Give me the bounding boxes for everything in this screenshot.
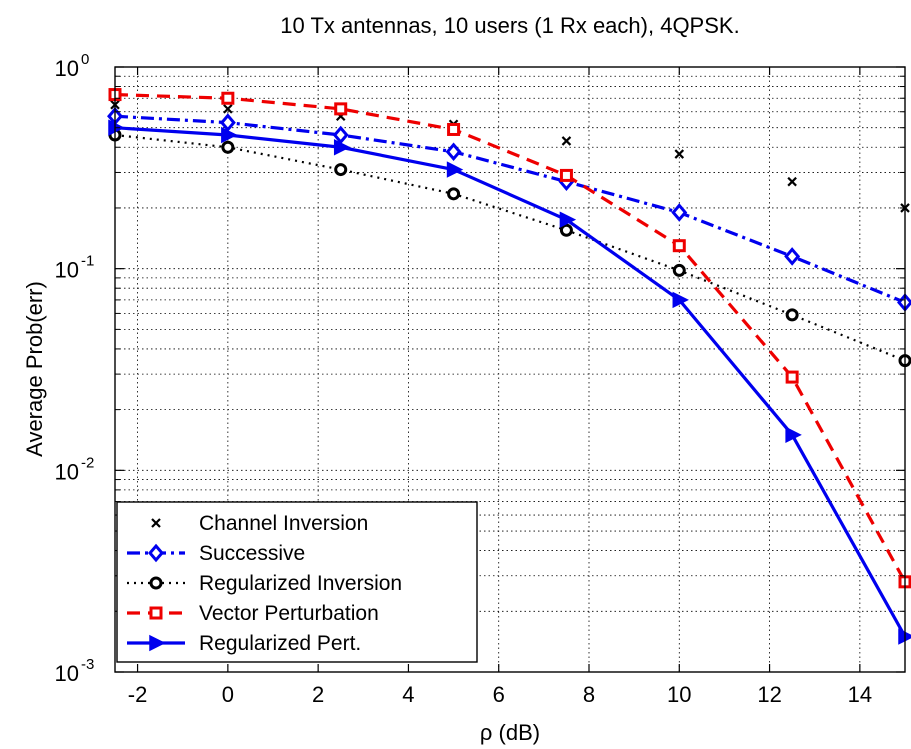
- legend-label: Successive: [199, 542, 305, 565]
- data-point: [672, 291, 689, 309]
- data-point: [559, 223, 573, 237]
- legend-marker: [149, 576, 163, 590]
- data-point: [785, 426, 802, 444]
- data-point: [785, 308, 799, 322]
- chart-title: 10 Tx antennas, 10 users (1 Rx each), 4Q…: [280, 13, 739, 38]
- legend-entry: Regularized Pert.: [127, 632, 361, 655]
- legend-label: Regularized Pert.: [199, 632, 361, 655]
- marker-stroke: [223, 104, 233, 114]
- marker-stroke: [674, 149, 685, 159]
- series-line: [114, 92, 907, 583]
- y-tick-label: 10: [55, 661, 79, 686]
- data-point: [672, 263, 686, 277]
- data-point: [221, 126, 238, 144]
- x-tick-label: -2: [128, 682, 148, 707]
- data-point: [334, 163, 348, 177]
- x-axis-label: ρ (dB): [480, 720, 540, 745]
- y-tick-label: 10: [55, 56, 79, 81]
- data-point: [446, 161, 464, 178]
- data-point: [787, 176, 797, 187]
- y-tick-exponent: 0: [81, 51, 89, 68]
- data-point: [332, 125, 349, 145]
- y-tick-exponent: -2: [81, 454, 94, 471]
- legend-label: Vector Perturbation: [199, 602, 379, 625]
- marker-stroke: [787, 176, 797, 187]
- series-line: [114, 126, 907, 638]
- plot-frame: [114, 66, 906, 673]
- series-layer: [107, 88, 911, 645]
- legend-label: Regularized Inversion: [199, 572, 402, 595]
- data-point: [559, 168, 573, 182]
- data-point: [784, 247, 801, 266]
- data-point: [223, 104, 233, 114]
- y-tick-exponent: -3: [81, 656, 94, 673]
- legend-entry: Vector Perturbation: [127, 602, 379, 625]
- data-point: [674, 149, 685, 159]
- legend-entry: Channel Inversion: [151, 512, 368, 535]
- x-tick-label: 10: [667, 682, 691, 707]
- legend-entry: Regularized Inversion: [127, 572, 402, 595]
- x-tick-label: 14: [848, 682, 872, 707]
- y-tick-label: 10: [55, 258, 79, 283]
- data-point: [333, 139, 351, 156]
- marker-stroke: [561, 136, 572, 146]
- legend-marker: [149, 634, 166, 652]
- x-tick-label: 4: [402, 682, 414, 707]
- x-tick-label: 6: [493, 682, 505, 707]
- marker-stroke: [151, 518, 161, 528]
- data-point: [672, 239, 686, 253]
- data-point: [221, 140, 235, 154]
- data-point: [559, 211, 577, 228]
- x-tick-label: 8: [583, 682, 595, 707]
- series-line: [114, 114, 906, 304]
- legend-entry: Successive: [127, 542, 305, 565]
- x-tick-label: 12: [757, 682, 781, 707]
- data-point: [561, 136, 572, 146]
- x-tick-label: 2: [312, 682, 324, 707]
- legend-label: Channel Inversion: [199, 512, 368, 535]
- data-point: [447, 122, 461, 136]
- data-point: [785, 370, 799, 384]
- legend-marker: [148, 543, 164, 563]
- legend-marker: [151, 518, 161, 528]
- data-point: [221, 91, 235, 105]
- y-axis-label: Average Prob(err): [22, 281, 47, 457]
- data-point: [334, 102, 348, 116]
- x-tick-label: 0: [222, 682, 234, 707]
- legend: Channel Inversion Successive Regularized I…: [116, 501, 478, 663]
- data-point: [671, 203, 688, 222]
- y-tick-exponent: -1: [81, 253, 94, 270]
- data-point: [445, 142, 462, 162]
- data-point: [447, 187, 461, 201]
- legend-marker: [149, 606, 163, 620]
- y-tick-label: 10: [55, 459, 79, 484]
- data-point: [219, 113, 236, 132]
